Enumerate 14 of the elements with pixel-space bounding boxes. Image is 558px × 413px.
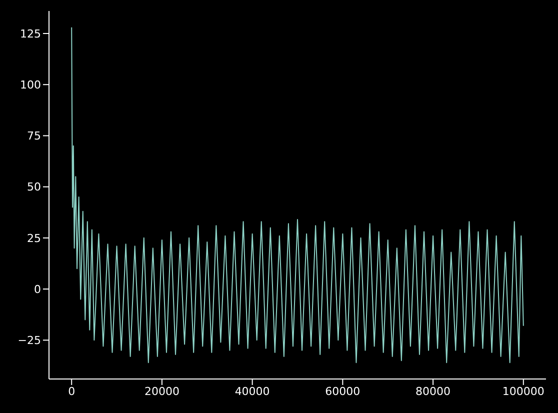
- y-tick-label: 125: [20, 27, 41, 40]
- y-tick-label: 50: [27, 180, 41, 194]
- x-tick-label: 20000: [144, 384, 180, 398]
- x-tick-label: 40000: [234, 384, 270, 398]
- line-series: [71, 26, 524, 364]
- x-tick-label: 0: [68, 384, 76, 398]
- x-tick-label: 60000: [325, 384, 360, 398]
- y-tick-label: 0: [34, 282, 41, 296]
- y-tick-label: 25: [27, 232, 41, 245]
- y-tick-label: 100: [20, 78, 41, 92]
- y-tick-label: 75: [27, 130, 41, 143]
- y-tick-label: −25: [18, 334, 41, 348]
- x-tick-label: 100000: [502, 384, 544, 398]
- x-tick-label: 80000: [416, 384, 451, 398]
